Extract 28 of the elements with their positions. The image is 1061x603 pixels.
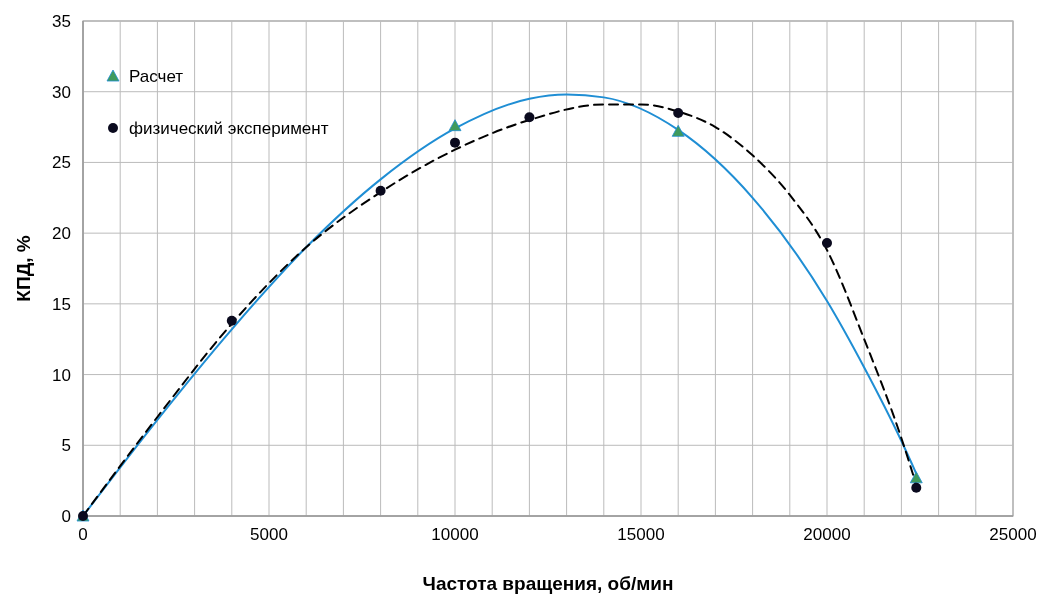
- legend-label: физический эксперимент: [129, 118, 329, 138]
- point: [909, 471, 923, 484]
- y-axis-title: КПД, %: [13, 235, 34, 302]
- x-tick-label: 10000: [431, 525, 479, 544]
- y-tick-label: 0: [61, 506, 71, 526]
- point: [822, 238, 832, 249]
- x-tick-label: 5000: [250, 525, 288, 544]
- legend-label: Расчет: [129, 66, 184, 86]
- point: [911, 482, 922, 493]
- y-tick-label: 30: [52, 82, 71, 102]
- x-tick-label: 25000: [989, 525, 1037, 544]
- y-tick-label: 20: [52, 224, 71, 244]
- x-tick-label: 20000: [803, 525, 851, 544]
- point: [226, 315, 237, 326]
- y-tick-label: 35: [52, 11, 71, 31]
- point: [524, 112, 535, 123]
- point: [673, 107, 684, 118]
- x-tick-label: 0: [78, 525, 88, 544]
- point: [671, 124, 685, 137]
- y-tick-label: 15: [52, 294, 71, 314]
- point: [375, 185, 386, 196]
- x-axis-title: Частота вращения, об/мин: [422, 573, 674, 594]
- point: [448, 119, 462, 132]
- y-tick-label: 25: [52, 153, 71, 173]
- y-tick-label: 10: [52, 365, 71, 385]
- y-tick-label: 5: [61, 436, 71, 456]
- point: [450, 137, 460, 148]
- x-tick-label: 15000: [617, 525, 665, 544]
